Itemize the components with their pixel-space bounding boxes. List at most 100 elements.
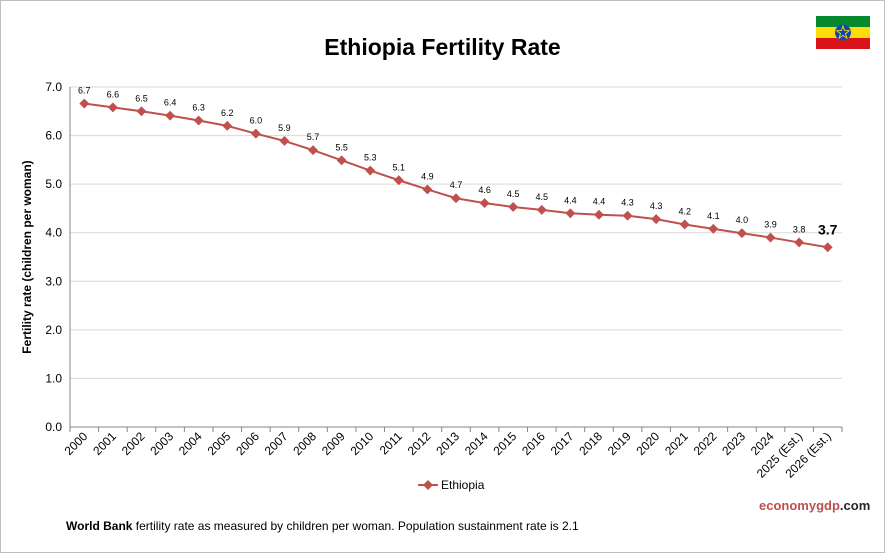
brand-part-com: .com xyxy=(839,498,871,513)
data-point xyxy=(736,228,747,239)
x-tick-label: 2000 xyxy=(62,429,91,458)
data-point xyxy=(393,175,404,186)
data-point xyxy=(794,237,805,248)
data-point xyxy=(107,102,118,113)
data-point xyxy=(422,184,433,195)
data-point xyxy=(708,223,719,234)
data-point xyxy=(651,214,662,225)
data-point xyxy=(250,128,261,139)
brand-logo: economygdp.com xyxy=(759,498,870,513)
data-label: 3.8 xyxy=(793,224,806,234)
data-point xyxy=(193,115,204,126)
y-tick-label: 5.0 xyxy=(45,177,62,191)
x-tick-label: 2016 xyxy=(519,429,548,458)
x-tick-label: 2020 xyxy=(633,429,662,458)
x-tick-label: 2006 xyxy=(233,429,262,458)
legend-entry-ethiopia: Ethiopia xyxy=(441,478,485,492)
data-point xyxy=(451,193,461,204)
data-point xyxy=(79,98,90,109)
data-label: 5.3 xyxy=(364,153,377,163)
data-label: 5.1 xyxy=(393,162,406,172)
footnote: World Bank fertility rate as measured by… xyxy=(66,519,579,533)
x-tick-label: 2010 xyxy=(348,429,377,458)
footnote-source: World Bank xyxy=(66,519,133,533)
x-tick-label: 2021 xyxy=(662,429,691,458)
data-label: 6.4 xyxy=(164,98,177,108)
x-tick-label: 2013 xyxy=(433,429,462,458)
data-point xyxy=(136,106,147,117)
data-label: 6.7 xyxy=(78,86,91,96)
data-point xyxy=(594,209,604,220)
data-label: 4.7 xyxy=(450,180,463,190)
y-tick-label: 2.0 xyxy=(45,323,62,337)
data-point xyxy=(536,204,547,215)
data-point xyxy=(279,135,290,146)
y-tick-label: 6.0 xyxy=(45,129,62,143)
data-label: 4.4 xyxy=(564,195,577,205)
x-tick-label: 2004 xyxy=(176,429,205,458)
x-tick-label: 2022 xyxy=(691,429,720,458)
data-point xyxy=(222,120,233,131)
data-point xyxy=(622,210,633,221)
data-label: 4.6 xyxy=(478,185,491,195)
data-point xyxy=(765,232,776,243)
x-tick-label: 2023 xyxy=(719,429,748,458)
data-label: 4.1 xyxy=(707,211,720,221)
x-tick-label: 2017 xyxy=(548,429,577,458)
y-axis-label: Fertility rate (children per woman) xyxy=(20,160,34,353)
x-tick-label: 2008 xyxy=(290,429,319,458)
x-tick-label: 2018 xyxy=(576,429,605,458)
legend-marker xyxy=(423,480,433,490)
data-label: 6.0 xyxy=(250,116,263,126)
data-label: 4.5 xyxy=(507,189,520,199)
ethiopia-flag-icon xyxy=(816,16,870,49)
y-tick-label: 4.0 xyxy=(45,226,62,240)
brand-part-gdp: gdp xyxy=(816,498,840,513)
data-point xyxy=(308,145,318,156)
x-tick-label: 2011 xyxy=(377,429,405,457)
x-tick-label: 2015 xyxy=(491,429,520,458)
data-label: 4.2 xyxy=(678,206,691,216)
x-tick-label: 2009 xyxy=(319,429,348,458)
data-label: 4.9 xyxy=(421,171,434,181)
data-label: 5.5 xyxy=(335,142,348,152)
y-tick-label: 0.0 xyxy=(45,420,62,434)
data-point xyxy=(508,202,519,212)
x-tick-label: 2007 xyxy=(262,429,291,458)
data-label: 5.9 xyxy=(278,123,291,133)
chart-title: Ethiopia Fertility Rate xyxy=(324,34,561,60)
data-label: 3.9 xyxy=(764,220,777,230)
brand-part-economy: economy xyxy=(759,498,817,513)
footnote-text: fertility rate as measured by children p… xyxy=(132,519,579,533)
data-label: 5.7 xyxy=(307,132,320,142)
data-label: 3.7 xyxy=(818,221,838,237)
y-tick-label: 3.0 xyxy=(45,274,62,288)
y-tick-label: 7.0 xyxy=(45,80,62,94)
x-tick-label: 2014 xyxy=(462,429,491,458)
data-point xyxy=(165,110,176,121)
data-point xyxy=(565,208,576,219)
series-line-ethiopia xyxy=(84,102,828,249)
x-tick-label: 2003 xyxy=(147,429,176,458)
data-label: 4.3 xyxy=(621,198,634,208)
data-label: 6.6 xyxy=(107,89,120,99)
data-label: 4.3 xyxy=(650,201,663,211)
data-label: 4.4 xyxy=(593,197,606,207)
x-tick-label: 2002 xyxy=(119,429,148,458)
data-label: 6.5 xyxy=(135,93,148,103)
x-tick-label: 2005 xyxy=(205,429,234,458)
data-point xyxy=(336,155,347,166)
data-point xyxy=(365,165,376,176)
data-label: 4.5 xyxy=(536,192,549,202)
data-point xyxy=(822,242,833,253)
x-tick-label: 2019 xyxy=(605,429,634,458)
data-point xyxy=(679,219,690,230)
y-tick-label: 1.0 xyxy=(45,371,62,385)
data-label: 4.0 xyxy=(736,215,749,225)
data-label: 6.3 xyxy=(192,103,205,113)
data-point xyxy=(479,198,490,209)
data-label: 6.2 xyxy=(221,108,234,118)
x-tick-label: 2012 xyxy=(405,429,434,458)
